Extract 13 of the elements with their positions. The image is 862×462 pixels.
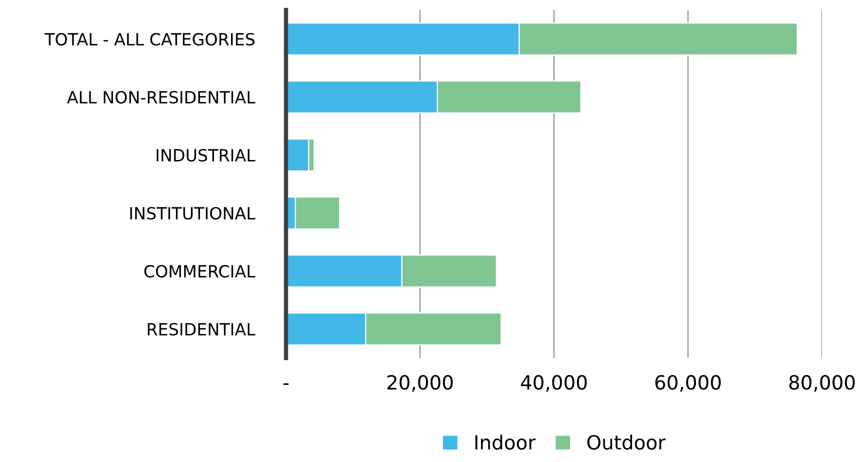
x-tick-label: 60,000 bbox=[655, 375, 721, 392]
x-tick-label: 80,000 bbox=[789, 375, 855, 392]
x-tick-label: 40,000 bbox=[520, 375, 587, 392]
x-tick-label: - bbox=[283, 383, 289, 385]
y-tick-label: INSTITUTIONAL bbox=[130, 206, 256, 220]
y-tick-label: TOTAL - ALL CATEGORIES bbox=[44, 32, 255, 46]
x-tick-label: 20,000 bbox=[387, 375, 453, 392]
legend-label: Outdoor bbox=[587, 434, 666, 450]
y-tick-label: INDUSTRIAL bbox=[156, 148, 256, 162]
y-tick-label: ALL NON-RESIDENTIAL bbox=[67, 90, 256, 104]
y-tick-label: COMMERCIAL bbox=[144, 264, 256, 278]
legend-label: Indoor bbox=[475, 434, 536, 450]
y-tick-label: RESIDENTIAL bbox=[148, 322, 256, 336]
